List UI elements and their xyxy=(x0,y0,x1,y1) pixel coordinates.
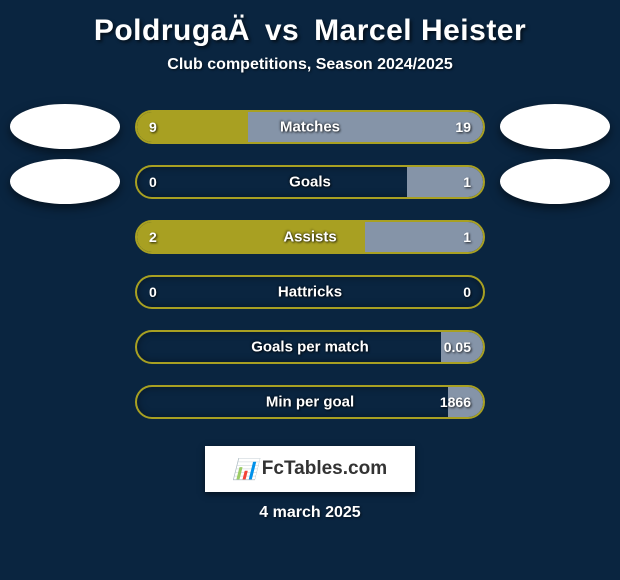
stat-value-left: 2 xyxy=(149,229,157,245)
stat-value-left: 9 xyxy=(149,119,157,135)
vs-text: vs xyxy=(265,14,299,47)
stat-value-right: 1 xyxy=(463,229,471,245)
stat-row: Hattricks 0 0 xyxy=(0,269,620,314)
player1-name: PoldrugaÄ xyxy=(94,14,250,47)
stat-value-right: 0 xyxy=(463,284,471,300)
stat-label: Matches xyxy=(280,118,340,135)
player2-avatar xyxy=(500,104,610,149)
stat-label: Hattricks xyxy=(278,283,342,300)
stat-bar: Matches 9 19 xyxy=(135,110,485,144)
stat-label: Goals xyxy=(289,173,331,190)
stat-fill-right xyxy=(407,167,483,197)
page-title: PoldrugaÄ vs Marcel Heister xyxy=(0,10,620,56)
stat-row: Min per goal 1866 xyxy=(0,379,620,424)
stat-value-left: 0 xyxy=(149,284,157,300)
stat-row: Goals per match 0.05 xyxy=(0,324,620,369)
player1-avatar xyxy=(10,159,120,204)
stat-value-right: 19 xyxy=(455,119,471,135)
comparison-card: PoldrugaÄ vs Marcel Heister Club competi… xyxy=(0,0,620,522)
stat-bar: Hattricks 0 0 xyxy=(135,275,485,309)
stat-row: Goals 0 1 xyxy=(0,159,620,204)
stat-bar: Assists 2 1 xyxy=(135,220,485,254)
stat-value-right: 1866 xyxy=(440,394,471,410)
stats-block: Matches919Goals01Assists21Hattricks00Goa… xyxy=(0,104,620,424)
stat-row: Matches 9 19 xyxy=(0,104,620,149)
stat-value-right: 1 xyxy=(463,174,471,190)
date-label: 4 march 2025 xyxy=(0,504,620,522)
stat-bar: Min per goal 1866 xyxy=(135,385,485,419)
subtitle: Club competitions, Season 2024/2025 xyxy=(0,56,620,74)
stat-label: Goals per match xyxy=(251,338,369,355)
stat-value-left: 0 xyxy=(149,174,157,190)
stat-label: Assists xyxy=(283,228,336,245)
stat-row: Assists 2 1 xyxy=(0,214,620,259)
stat-bar: Goals 0 1 xyxy=(135,165,485,199)
player2-avatar xyxy=(500,159,610,204)
brand-text: FcTables.com xyxy=(262,458,387,480)
stat-label: Min per goal xyxy=(266,393,354,410)
player2-name: Marcel Heister xyxy=(314,14,526,47)
player1-avatar xyxy=(10,104,120,149)
brand-logo: 📊 FcTables.com xyxy=(205,446,415,492)
chart-icon: 📊 xyxy=(233,457,258,482)
stat-value-right: 0.05 xyxy=(444,339,471,355)
stat-bar: Goals per match 0.05 xyxy=(135,330,485,364)
